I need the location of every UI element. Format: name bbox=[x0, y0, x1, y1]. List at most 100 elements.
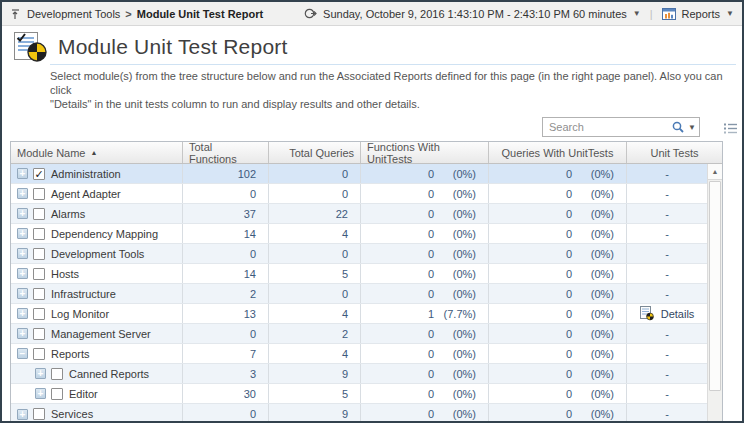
count-value: 0 bbox=[495, 408, 572, 420]
toolbar-right: Sunday, October 9, 2016 1:43:10 PM - 2:4… bbox=[304, 7, 734, 20]
count-value: 0 bbox=[367, 388, 434, 400]
row-checkbox[interactable] bbox=[33, 188, 45, 200]
total-functions-cell: 102 bbox=[183, 164, 269, 183]
reports-button[interactable]: Reports bbox=[682, 8, 721, 20]
percent-value: (0%) bbox=[434, 348, 482, 360]
percent-value: (0%) bbox=[434, 368, 482, 380]
column-header-functions-with-unittests[interactable]: Functions With UnitTests bbox=[361, 142, 489, 163]
unit-tests-cell: - bbox=[627, 344, 707, 363]
unit-test-report-icon bbox=[12, 31, 48, 63]
unittest-count-cell: 0(0%) bbox=[361, 164, 489, 183]
unit-tests-cell: - bbox=[627, 404, 707, 423]
search-input[interactable] bbox=[549, 121, 671, 133]
row-checkbox[interactable] bbox=[33, 268, 45, 280]
count-value: 1 bbox=[367, 308, 434, 320]
module-name-cell: + Alarms bbox=[11, 204, 183, 223]
expand-icon[interactable]: + bbox=[17, 409, 28, 420]
table-row[interactable]: +Agent Adapter000(0%)0(0%)- bbox=[11, 184, 707, 204]
unittest-count-cell: 0(0%) bbox=[361, 284, 489, 303]
unittest-count-cell: 0(0%) bbox=[489, 344, 627, 363]
unittest-count-cell: 0(0%) bbox=[489, 224, 627, 243]
column-header-total-queries[interactable]: Total Queries bbox=[269, 142, 361, 163]
unittest-count-cell: 0(0%) bbox=[361, 224, 489, 243]
column-header-module-name[interactable]: Module Name ▲ bbox=[11, 142, 183, 163]
table-row[interactable]: +Alarms37220(0%)0(0%)- bbox=[11, 204, 707, 224]
unit-tests-cell: - bbox=[627, 264, 707, 283]
column-header-queries-with-unittests[interactable]: Queries With UnitTests bbox=[489, 142, 627, 163]
search-icon[interactable] bbox=[671, 120, 685, 134]
expand-icon[interactable]: + bbox=[17, 188, 28, 199]
unittest-count-cell: 0(0%) bbox=[361, 364, 489, 383]
total-functions-cell: 3 bbox=[183, 364, 269, 383]
no-unit-tests-dash: - bbox=[665, 408, 669, 420]
expand-icon[interactable]: + bbox=[17, 168, 28, 179]
row-checkbox[interactable] bbox=[33, 288, 45, 300]
row-checkbox[interactable] bbox=[33, 308, 45, 320]
time-range-caret-icon[interactable]: ▼ bbox=[633, 10, 641, 18]
percent-value: (0%) bbox=[572, 168, 620, 180]
expand-icon[interactable]: + bbox=[17, 288, 28, 299]
no-unit-tests-dash: - bbox=[665, 248, 669, 260]
expand-icon[interactable]: + bbox=[35, 388, 46, 399]
row-checkbox[interactable] bbox=[33, 408, 45, 420]
column-header-unit-tests[interactable]: Unit Tests bbox=[627, 142, 722, 163]
table-row[interactable]: +Hosts1450(0%)0(0%)- bbox=[11, 264, 707, 284]
row-checkbox[interactable] bbox=[51, 368, 63, 380]
collapse-icon[interactable]: − bbox=[17, 348, 28, 359]
percent-value: (7.7%) bbox=[434, 308, 482, 320]
table-row[interactable]: +Canned Reports390(0%)0(0%)- bbox=[11, 364, 707, 384]
row-checkbox[interactable] bbox=[33, 228, 45, 240]
expand-icon[interactable]: + bbox=[17, 268, 28, 279]
count-value: 0 bbox=[495, 348, 572, 360]
scrollbar-thumb[interactable] bbox=[709, 181, 721, 391]
expand-icon[interactable]: + bbox=[17, 328, 28, 339]
row-checkbox[interactable] bbox=[33, 248, 45, 260]
table-options-icon[interactable] bbox=[723, 122, 738, 135]
total-queries-cell: 4 bbox=[269, 344, 361, 363]
percent-value: (0%) bbox=[572, 368, 620, 380]
expand-icon[interactable]: + bbox=[17, 308, 28, 319]
expand-icon[interactable]: + bbox=[17, 248, 28, 259]
table-row[interactable]: +Dependency Mapping1440(0%)0(0%)- bbox=[11, 224, 707, 244]
unittest-count-cell: 0(0%) bbox=[361, 184, 489, 203]
expand-icon[interactable]: + bbox=[35, 368, 46, 379]
percent-value: (0%) bbox=[572, 328, 620, 340]
table-row[interactable]: −Reports740(0%)0(0%)- bbox=[11, 344, 707, 364]
unit-tests-cell: - bbox=[627, 164, 707, 183]
unit-tests-cell: - bbox=[627, 384, 707, 403]
expand-icon[interactable]: + bbox=[17, 228, 28, 239]
expand-icon[interactable]: + bbox=[17, 208, 28, 219]
module-name-label: Alarms bbox=[51, 208, 85, 220]
table-row[interactable]: +Services090(0%)0(0%)- bbox=[11, 404, 707, 423]
table-row[interactable]: +✓Administration10200(0%)0(0%)- bbox=[11, 164, 707, 184]
row-checkbox[interactable] bbox=[51, 388, 63, 400]
unittest-count-cell: 0(0%) bbox=[489, 364, 627, 383]
row-checkbox[interactable] bbox=[33, 208, 45, 220]
search-options-caret-icon[interactable]: ▼ bbox=[688, 123, 696, 132]
total-queries-cell: 0 bbox=[269, 184, 361, 203]
module-name-cell: +Infrastructure bbox=[11, 284, 183, 303]
time-range-selector[interactable]: Sunday, October 9, 2016 1:43:10 PM - 2:4… bbox=[323, 8, 627, 20]
row-checkbox[interactable] bbox=[33, 328, 45, 340]
table-row[interactable]: +Management Server020(0%)0(0%)- bbox=[11, 324, 707, 344]
table-row[interactable]: +Development Tools000(0%)0(0%)- bbox=[11, 244, 707, 264]
scroll-up-button[interactable]: ▲ bbox=[708, 164, 722, 180]
column-header-total-functions[interactable]: Total Functions bbox=[183, 142, 269, 163]
percent-value: (0%) bbox=[572, 268, 620, 280]
page-header: Module Unit Test Report bbox=[2, 26, 742, 62]
total-queries-cell: 2 bbox=[269, 324, 361, 343]
no-unit-tests-dash: - bbox=[665, 368, 669, 380]
percent-value: (0%) bbox=[572, 228, 620, 240]
details-link[interactable]: Details bbox=[640, 306, 695, 321]
reports-caret-icon[interactable]: ▼ bbox=[726, 10, 734, 18]
vertical-scrollbar[interactable]: ▲ bbox=[707, 164, 722, 423]
table-row[interactable]: +Log Monitor1341(7.7%)0(0%)Details bbox=[11, 304, 707, 324]
row-checkbox[interactable]: ✓ bbox=[33, 168, 45, 180]
table-row[interactable]: +Editor3050(0%)0(0%)- bbox=[11, 384, 707, 404]
breadcrumb-root-link[interactable]: Development Tools bbox=[27, 8, 120, 20]
row-checkbox[interactable] bbox=[33, 348, 45, 360]
table-row[interactable]: +Infrastructure200(0%)0(0%)- bbox=[11, 284, 707, 304]
module-name-cell: +Agent Adapter bbox=[11, 184, 183, 203]
table-body: +✓Administration10200(0%)0(0%)-+Agent Ad… bbox=[11, 164, 722, 423]
unittest-count-cell: 0(0%) bbox=[361, 344, 489, 363]
